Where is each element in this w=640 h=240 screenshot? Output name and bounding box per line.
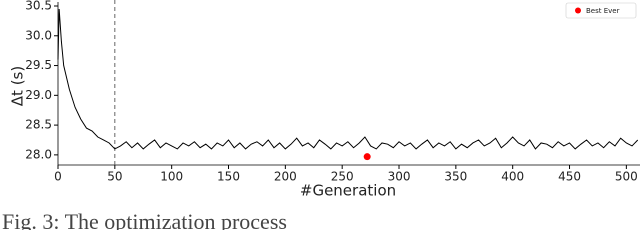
y-tick-label: 29.5 xyxy=(25,58,52,72)
legend-box xyxy=(565,2,637,19)
caption: Fig. 3: The optimization process xyxy=(2,209,287,230)
chart: #Generation Δt (s) Fig. 3: The optimizat… xyxy=(2,0,640,230)
x-tick-label: 0 xyxy=(54,170,62,184)
y-tick-label: 30.5 xyxy=(25,0,52,13)
x-tick-label: 150 xyxy=(217,170,240,184)
x-tick-label: 450 xyxy=(558,170,581,184)
best-point xyxy=(363,153,371,161)
y-tick-label: 28.0 xyxy=(25,147,52,161)
y-tick-label: 28.5 xyxy=(25,118,52,132)
data-line xyxy=(57,8,639,150)
x-axis-label: #Generation xyxy=(300,182,396,200)
legend-marker xyxy=(575,7,581,14)
x-tick-label: 400 xyxy=(501,170,524,184)
x-tick-label: 500 xyxy=(615,170,638,184)
x-tick-label: 100 xyxy=(160,170,183,184)
x-tick-label: 50 xyxy=(107,170,122,184)
y-tick-label: 30.0 xyxy=(25,28,52,42)
legend-label: Best Ever xyxy=(586,7,620,15)
x-tick-label: 200 xyxy=(274,170,297,184)
x-tick-label: 250 xyxy=(331,170,354,184)
y-tick-label: 29.0 xyxy=(25,88,52,102)
x-tick-label: 300 xyxy=(388,170,411,184)
x-tick-label: 350 xyxy=(444,170,467,184)
y-axis-label: Δt (s) xyxy=(9,66,27,106)
